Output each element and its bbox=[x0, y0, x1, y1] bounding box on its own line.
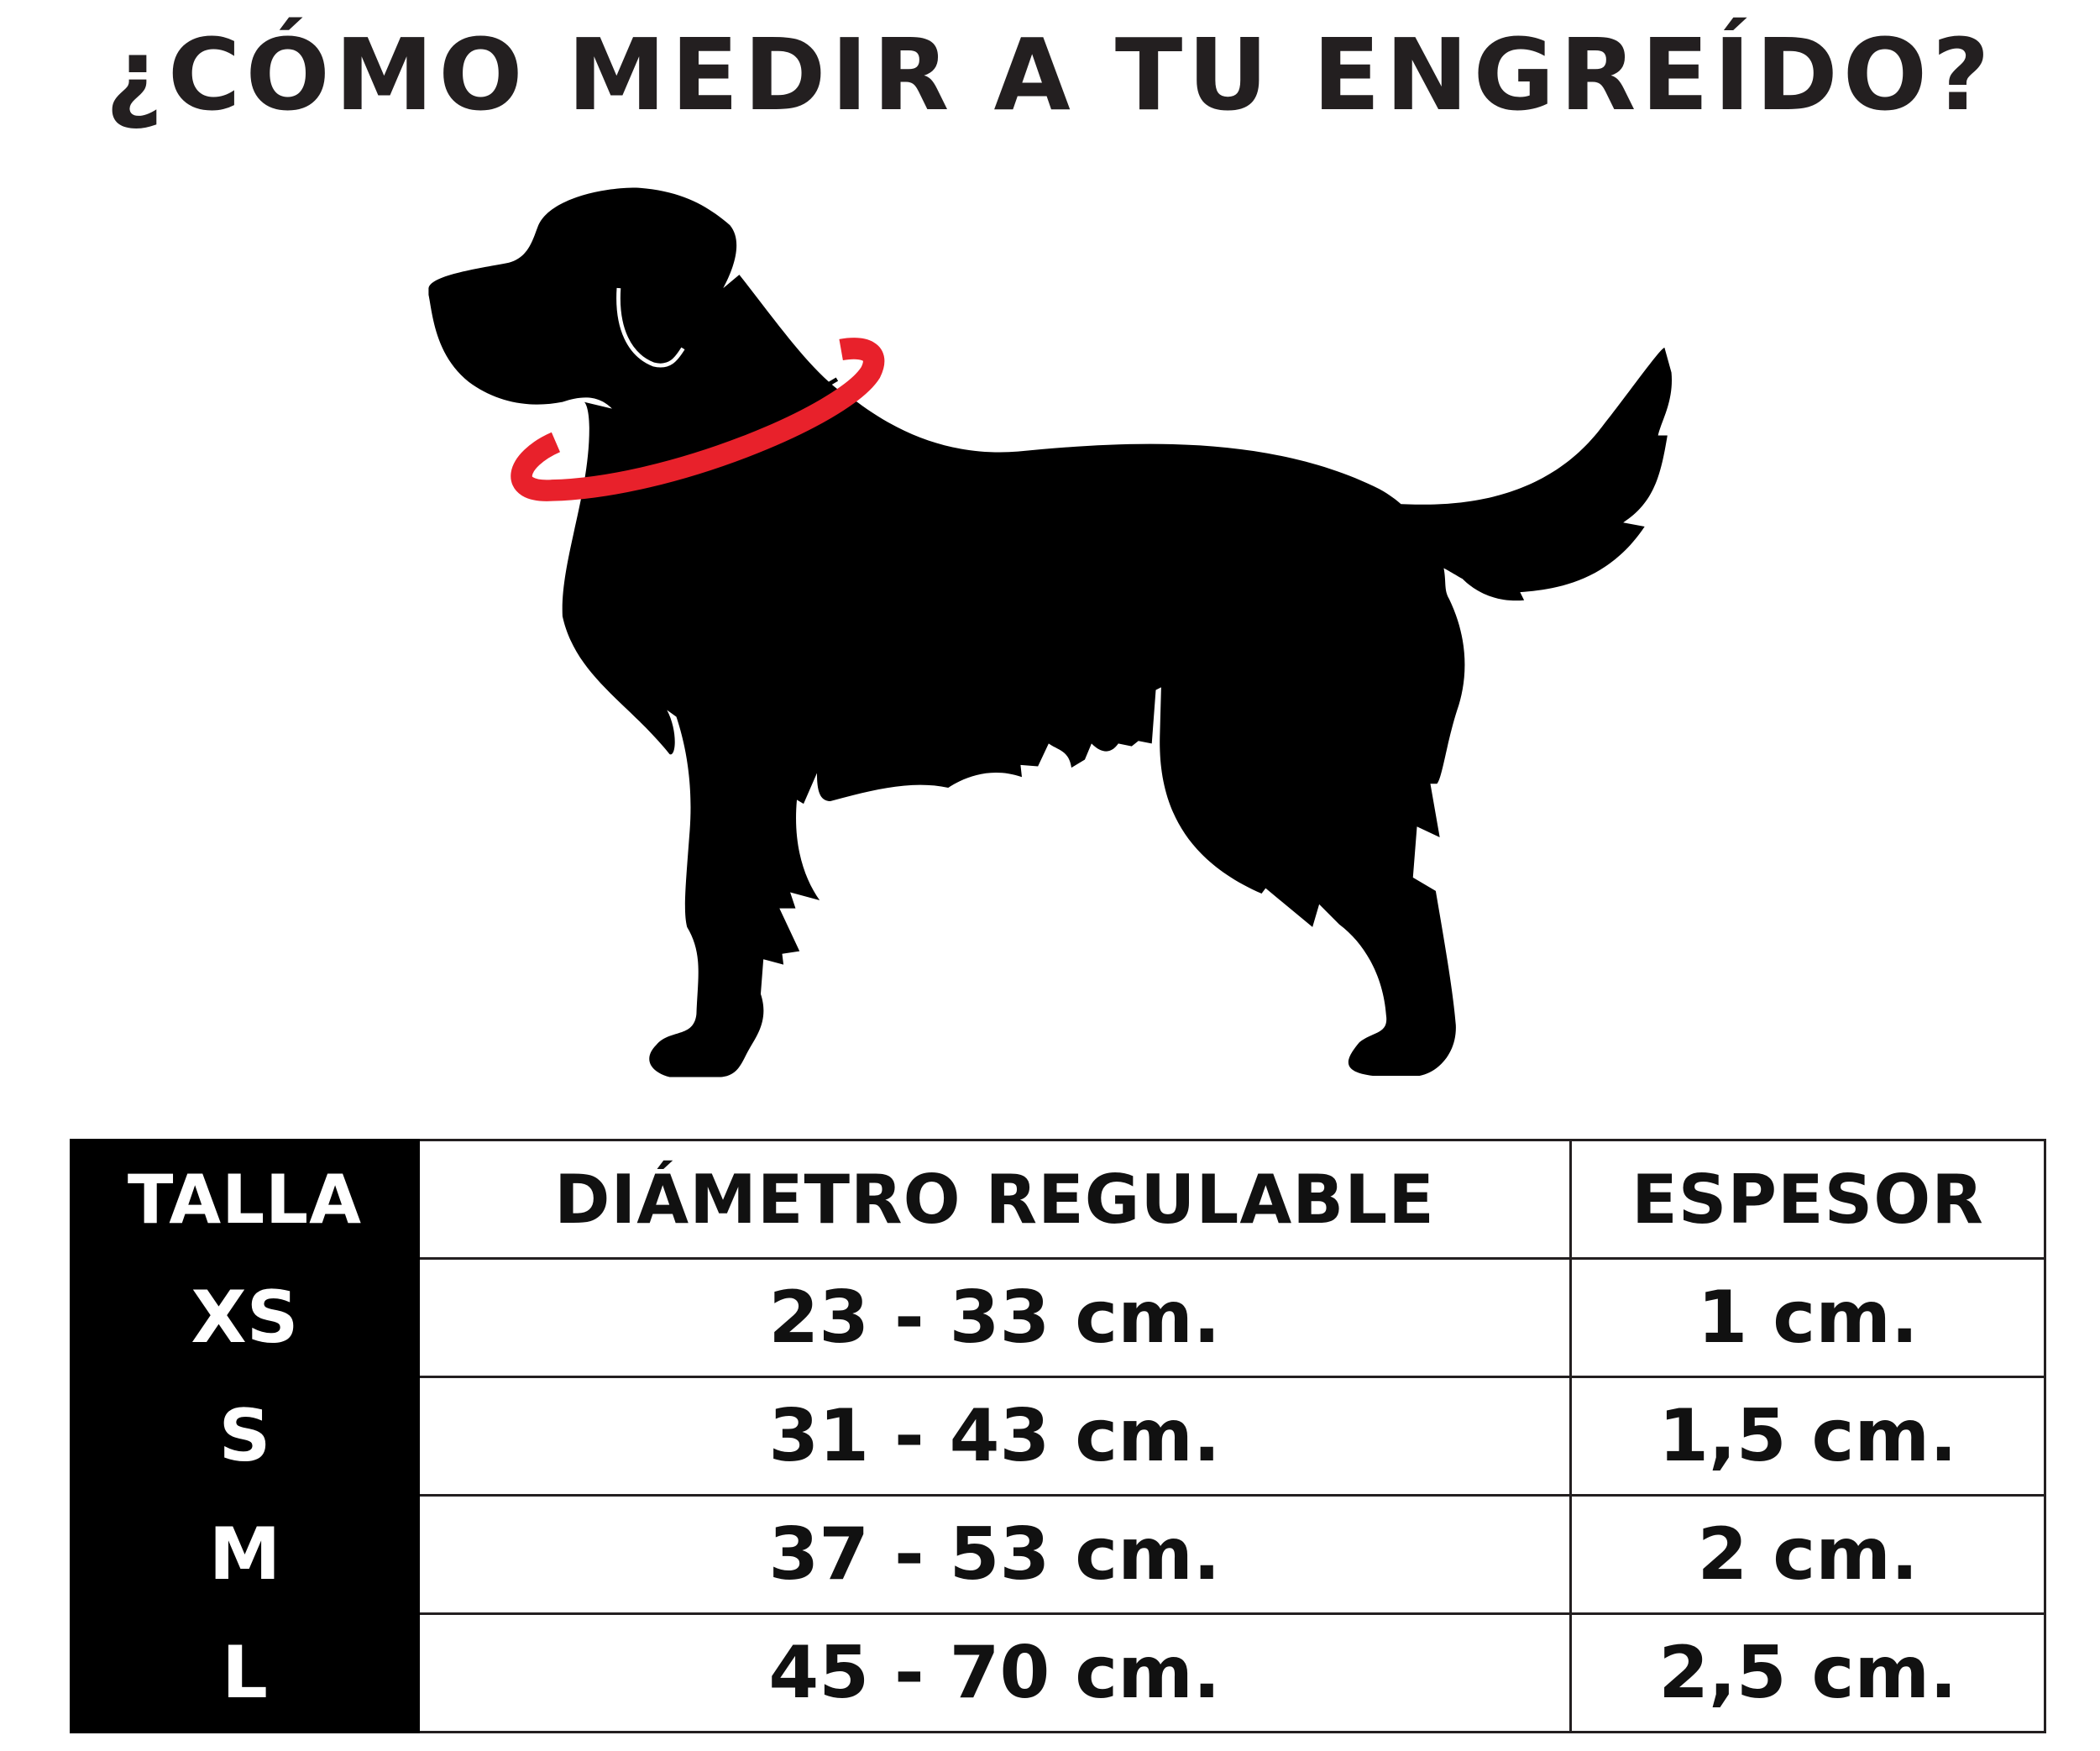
thickness-cell: 1 cm. bbox=[1569, 1257, 2046, 1378]
page-title: ¿CÓMO MEDIR A TU ENGREÍDO? bbox=[105, 17, 1995, 133]
size-table: TALLA DIÁMETRO REGULABLE ESPESOR XS 23 -… bbox=[70, 1139, 2046, 1733]
size-cell: S bbox=[70, 1376, 420, 1497]
collar-neck-line bbox=[586, 377, 839, 474]
dog-body bbox=[428, 187, 1673, 1077]
thickness-cell: 2,5 cm. bbox=[1569, 1612, 2046, 1733]
thickness-cell: 1,5 cm. bbox=[1569, 1376, 2046, 1497]
table-row: S 31 - 43 cm. 1,5 cm. bbox=[70, 1376, 2046, 1497]
collar bbox=[511, 338, 885, 501]
table-row: M 37 - 53 cm. 2 cm. bbox=[70, 1494, 2046, 1615]
size-cell: XS bbox=[70, 1257, 420, 1378]
thickness-cell: 2 cm. bbox=[1569, 1494, 2046, 1615]
table-row: XS 23 - 33 cm. 1 cm. bbox=[70, 1257, 2046, 1378]
header-thickness: ESPESOR bbox=[1569, 1139, 2046, 1260]
table-header-row: TALLA DIÁMETRO REGULABLE ESPESOR bbox=[70, 1139, 2046, 1260]
diameter-cell: 23 - 33 cm. bbox=[417, 1257, 1572, 1378]
dog-ear bbox=[616, 287, 685, 368]
size-cell: M bbox=[70, 1494, 420, 1615]
table-row: L 45 - 70 cm. 2,5 cm. bbox=[70, 1612, 2046, 1733]
header-size: TALLA bbox=[70, 1139, 420, 1260]
header-diameter: DIÁMETRO REGULABLE bbox=[417, 1139, 1572, 1260]
diameter-cell: 31 - 43 cm. bbox=[417, 1376, 1572, 1497]
diameter-cell: 37 - 53 cm. bbox=[417, 1494, 1572, 1615]
diameter-cell: 45 - 70 cm. bbox=[417, 1612, 1572, 1733]
size-cell: L bbox=[70, 1612, 420, 1733]
